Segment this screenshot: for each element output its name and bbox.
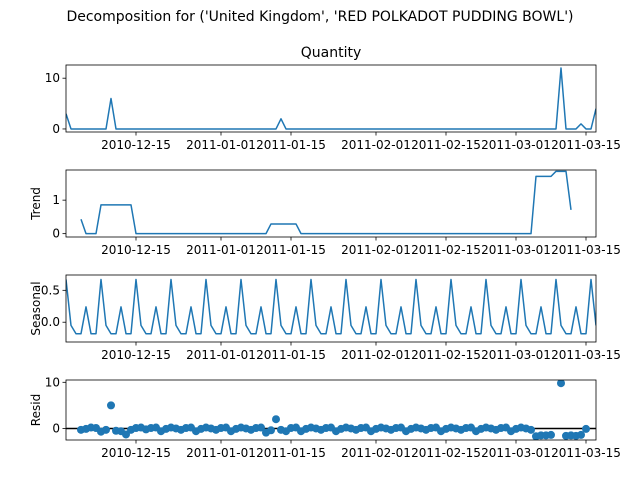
resid-point [557, 380, 565, 388]
x-tick-label: 2011-01-01 [186, 243, 256, 257]
y-tick-label: 10 [45, 71, 60, 85]
x-tick-label: 2011-02-15 [411, 243, 481, 257]
data-layer [80, 170, 572, 235]
panel-title: Quantity [301, 45, 362, 61]
x-tick-label: 2011-02-15 [411, 138, 481, 152]
series-line [66, 278, 596, 335]
axes-frame [65, 274, 597, 343]
data-layer [77, 380, 590, 440]
x-tick-label: 2011-02-15 [411, 348, 481, 362]
resid-point [527, 425, 535, 434]
x-tick-label: 2011-03-01 [481, 243, 551, 257]
x-tick-label: 2010-12-15 [101, 243, 171, 257]
resid-point [577, 430, 585, 439]
resid-point [102, 425, 110, 434]
x-tick-label: 2011-02-01 [341, 243, 411, 257]
x-tick-label: 2011-03-15 [551, 446, 621, 460]
x-tick-label: 2011-03-01 [481, 138, 551, 152]
x-tick-label: 2011-01-15 [256, 446, 326, 460]
x-tick-label: 2010-12-15 [101, 446, 171, 460]
panel-2: Trend 0 1 2010-12-15 2011-01-01 2011-01-15 201… [29, 169, 621, 257]
y-tick-label: 0.0 [41, 315, 60, 329]
panel-1: Quantity 0 10 2010-12-15 2011-01-01 2011-01-1… [45, 45, 621, 152]
resid-point [272, 415, 280, 424]
y-tick-label: 0 [52, 227, 60, 241]
x-tick-label: 2011-03-15 [551, 138, 621, 152]
y-tick-label: 0.5 [41, 283, 60, 297]
x-tick-label: 2011-03-15 [551, 348, 621, 362]
axes-frame [65, 379, 597, 441]
y-tick-label: 10 [45, 375, 60, 389]
resid-point [582, 424, 590, 433]
x-tick-label: 2011-02-15 [411, 446, 481, 460]
data-layer [66, 67, 596, 130]
x-tick-label: 2011-01-01 [186, 138, 256, 152]
x-tick-label: 2010-12-15 [101, 348, 171, 362]
axes-frame [65, 169, 597, 238]
x-tick-label: 2011-01-01 [186, 446, 256, 460]
x-tick-label: 2011-02-01 [341, 446, 411, 460]
x-tick-label: 2011-01-15 [256, 348, 326, 362]
x-tick-label: 2011-02-01 [341, 138, 411, 152]
resid-point [257, 423, 265, 432]
y-tick-label: 0 [52, 122, 60, 136]
figure-suptitle: Decomposition for ('United Kingdom', 'RE… [66, 9, 573, 25]
panel-4: Resid 0 10 2010-12-15 2011-01-01 2011-01-15 20… [29, 375, 621, 460]
y-axis-label: Seasonal [29, 281, 43, 335]
x-tick-label: 2011-02-01 [341, 348, 411, 362]
series-line [66, 67, 596, 130]
axes-frame [65, 64, 597, 133]
y-tick-label: 0 [52, 421, 60, 435]
x-tick-label: 2011-01-15 [256, 243, 326, 257]
y-axis-label: Resid [29, 394, 43, 426]
x-tick-label: 2010-12-15 [101, 138, 171, 152]
x-tick-label: 2011-03-01 [481, 446, 551, 460]
x-tick-label: 2011-03-15 [551, 243, 621, 257]
x-tick-label: 2011-03-01 [481, 348, 551, 362]
resid-point [107, 401, 115, 410]
x-tick-label: 2011-01-15 [256, 138, 326, 152]
x-tick-label: 2011-01-01 [186, 348, 256, 362]
series-line [80, 170, 572, 235]
y-tick-label: 1 [52, 193, 60, 207]
y-axis-label: Trend [29, 187, 43, 221]
resid-point [547, 430, 555, 439]
resid-point [267, 426, 275, 435]
data-layer [66, 278, 596, 335]
